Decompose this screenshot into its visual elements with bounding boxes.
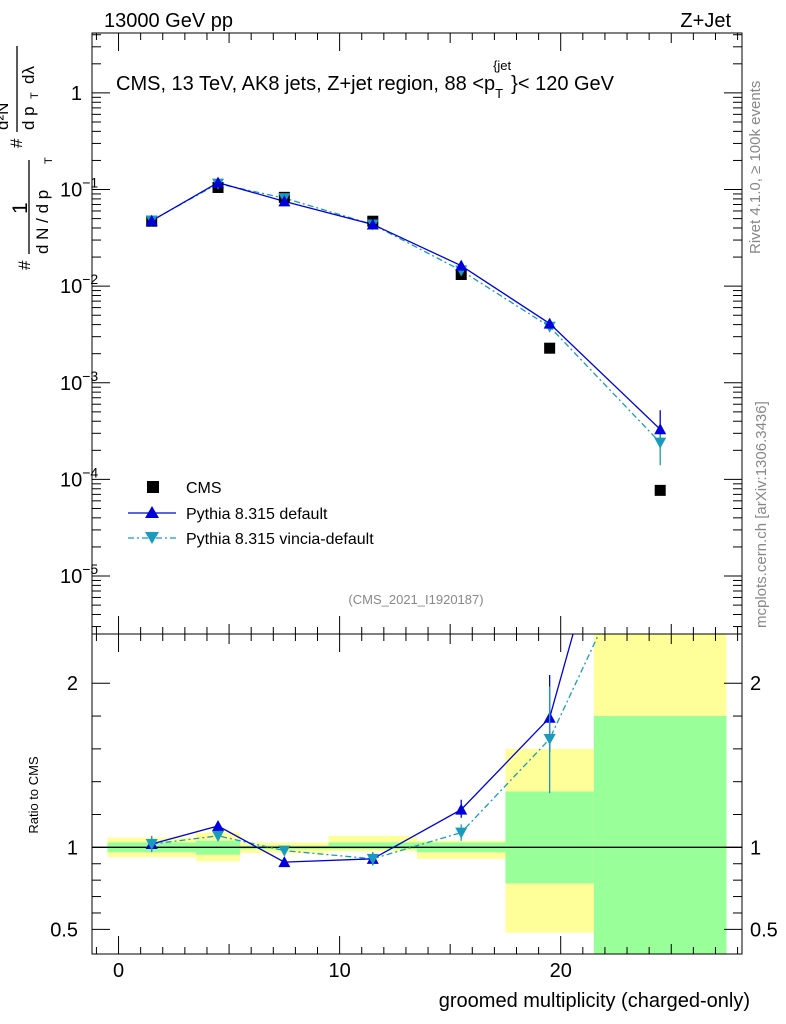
cms-point [654, 484, 666, 496]
upper-ytick-exponent: −1 [82, 175, 98, 191]
default-point [278, 195, 291, 207]
ylabel-sub2: T [29, 92, 41, 99]
upper-ytick-label: 10−2 [60, 271, 98, 298]
vincia-ratio-point [145, 839, 158, 851]
upper-ytick-exponent: −4 [82, 464, 98, 480]
vincia-ratio-point [543, 734, 556, 746]
legend-default-marker [145, 506, 159, 518]
default-ratio-point [278, 856, 291, 868]
default-point [455, 259, 468, 271]
title-main: CMS, 13 TeV, AK8 jets, Z+jet region, 88 … [116, 73, 495, 95]
default-point [145, 214, 158, 226]
svg-text:CMS, 13 TeV, AK8 jets, Z+jet r: CMS, 13 TeV, AK8 jets, Z+jet region, 88 … [116, 58, 615, 101]
lower-ytick-label-right: 1 [750, 837, 761, 859]
lower-ytick-label: 0.5 [50, 919, 78, 941]
legend-vincia: Pythia 8.315 vincia-default [186, 531, 374, 548]
legend-cms: CMS [186, 480, 222, 497]
default-ratio-point [212, 820, 225, 831]
default-ratio-point [455, 803, 468, 815]
title-sup: {jet [493, 58, 511, 73]
x-axis-label: groomed multiplicity (charged-only) [439, 990, 750, 1012]
ylabel-dp: d p [19, 106, 38, 130]
vincia-ratio-point [455, 827, 468, 839]
upper-ytick-exponent: −2 [82, 271, 98, 287]
analysis-id: (CMS_2021_I1920187) [348, 592, 483, 607]
upper-ylabel: # 1 d N / d p T # d²N d p T dλ [0, 46, 55, 270]
cms-uncertainty-band-inner [505, 791, 594, 884]
vincia-ratio-point [212, 830, 225, 842]
ylabel-d2n: d²N [0, 103, 12, 130]
ylabel-one: 1 [9, 202, 32, 214]
default-line [151, 181, 661, 430]
xtick-label: 0 [113, 960, 124, 982]
upper-ytick-label: 1 [71, 83, 82, 105]
upper-ytick-label: 10−1 [60, 175, 98, 202]
cms-uncertainty-band-inner [593, 716, 727, 954]
cms-point [544, 342, 556, 354]
vincia-ratio-point [366, 853, 379, 865]
ylabel-dlambda: dλ [19, 66, 38, 84]
header-right: Z+Jet [680, 10, 731, 32]
default-point [654, 423, 667, 435]
vincia-line [151, 182, 661, 444]
ylabel-hash2: # [7, 138, 26, 148]
lower-ytick-label: 1 [67, 837, 78, 859]
vincia-ratio-point [278, 845, 291, 857]
default-point [543, 317, 556, 329]
lower-ytick-label-right: 2 [750, 673, 761, 695]
header-left: 13000 GeV pp [104, 10, 233, 32]
title-sub: T [495, 86, 503, 101]
lower-ytick-label: 2 [67, 673, 78, 695]
default-point [366, 218, 379, 230]
lower-frame [91, 633, 743, 955]
xtick-label: 20 [550, 960, 572, 982]
vincia-point [654, 437, 667, 449]
ylabel-hash1: # [15, 260, 34, 270]
xtick-label: 10 [328, 960, 350, 982]
upper-panel: 1 10−1 10−2 10−3 10−4 10−5 [60, 32, 743, 635]
lower-ylabel: Ratio to CMS [26, 756, 41, 834]
title-tail: }< 120 GeV [511, 73, 615, 95]
legend: CMS Pythia 8.315 default Pythia 8.315 vi… [128, 480, 374, 548]
cms-uncertainty-band-inner [328, 842, 417, 849]
upper-ytick-exponent: −5 [82, 561, 98, 577]
ylabel-sub1: T [43, 157, 55, 164]
ylabel-denominator: d N / d p [33, 190, 52, 254]
legend-default: Pythia 8.315 default [186, 506, 328, 523]
mcplots-label: mcplots.cern.ch [arXiv:1306.3436] [753, 401, 770, 628]
default-point [212, 176, 225, 188]
legend-cms-marker [147, 481, 159, 493]
legend-vincia-marker [145, 532, 159, 544]
chart-title: CMS, 13 TeV, AK8 jets, Z+jet region, 88 … [116, 58, 615, 101]
rivet-label: Rivet 4.1.0, ≥ 100k events [747, 81, 764, 254]
upper-ytick-label: 10−4 [60, 464, 98, 491]
upper-ytick-label: 10−5 [60, 561, 98, 588]
upper-ytick-label: 10−3 [60, 368, 98, 395]
lower-ytick-label-right: 0.5 [750, 919, 778, 941]
upper-ytick-exponent: −3 [82, 368, 98, 384]
lower-panel: 0.5 0.51 12 20 10 20 [50, 633, 778, 982]
